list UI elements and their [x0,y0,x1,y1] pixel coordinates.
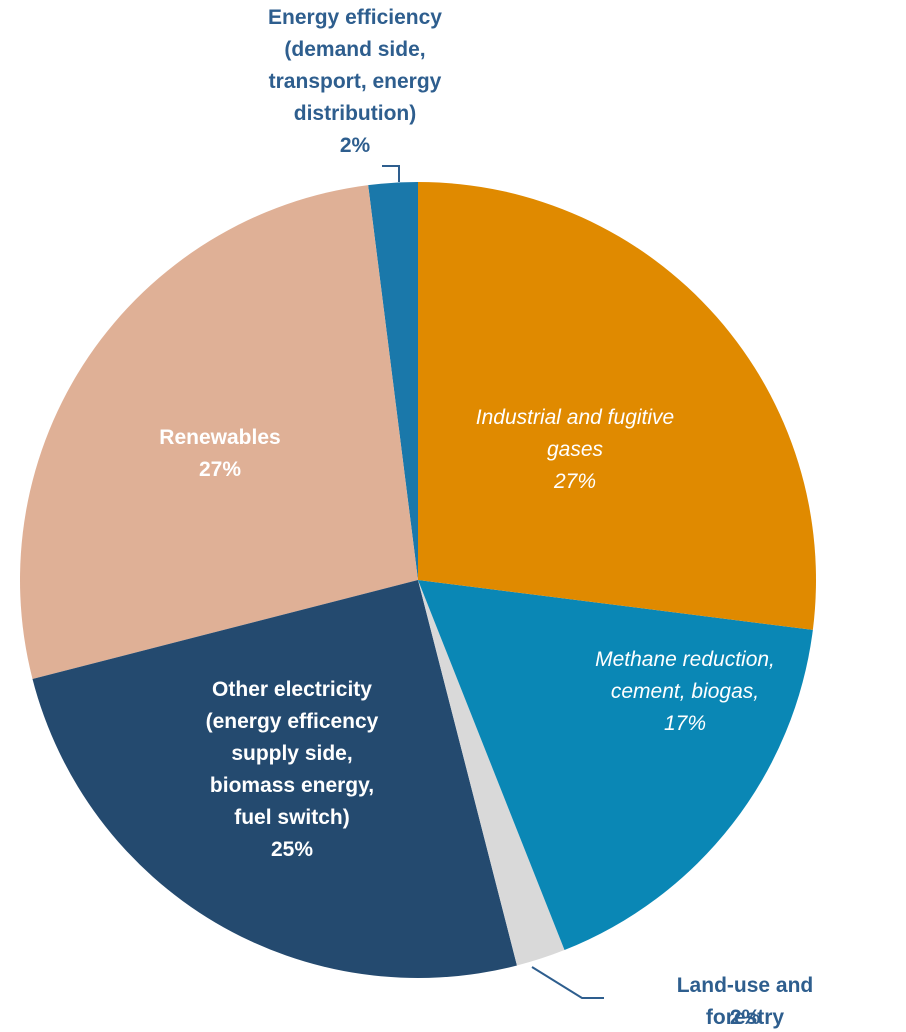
value-label: 25% [270,838,314,861]
slice-label: Land-use and forestry [676,974,814,1029]
leader-line [382,165,400,182]
slice-label: Other electricity (energy efficency supp… [205,678,379,829]
leader-line [531,966,604,999]
value-label: 27% [198,458,242,481]
pie-slice [418,580,565,966]
slice-label: Methane reduction, cement, biogas, [595,648,775,703]
pie-slice [368,182,418,580]
pie-slice [20,185,419,679]
pie-slice [32,580,517,978]
pie-slice [418,182,816,630]
pie-slice [418,580,813,951]
slice-label: Energy efficiency (demand side, transpor… [268,6,442,125]
value-label: 27% [553,470,597,493]
slice-label: Industrial and fugitive gases [475,406,675,461]
value-label: 2% [339,134,371,157]
value-label: 17% [663,712,707,735]
value-label: 2% [729,1006,761,1029]
slice-label: Renewables [159,426,281,449]
